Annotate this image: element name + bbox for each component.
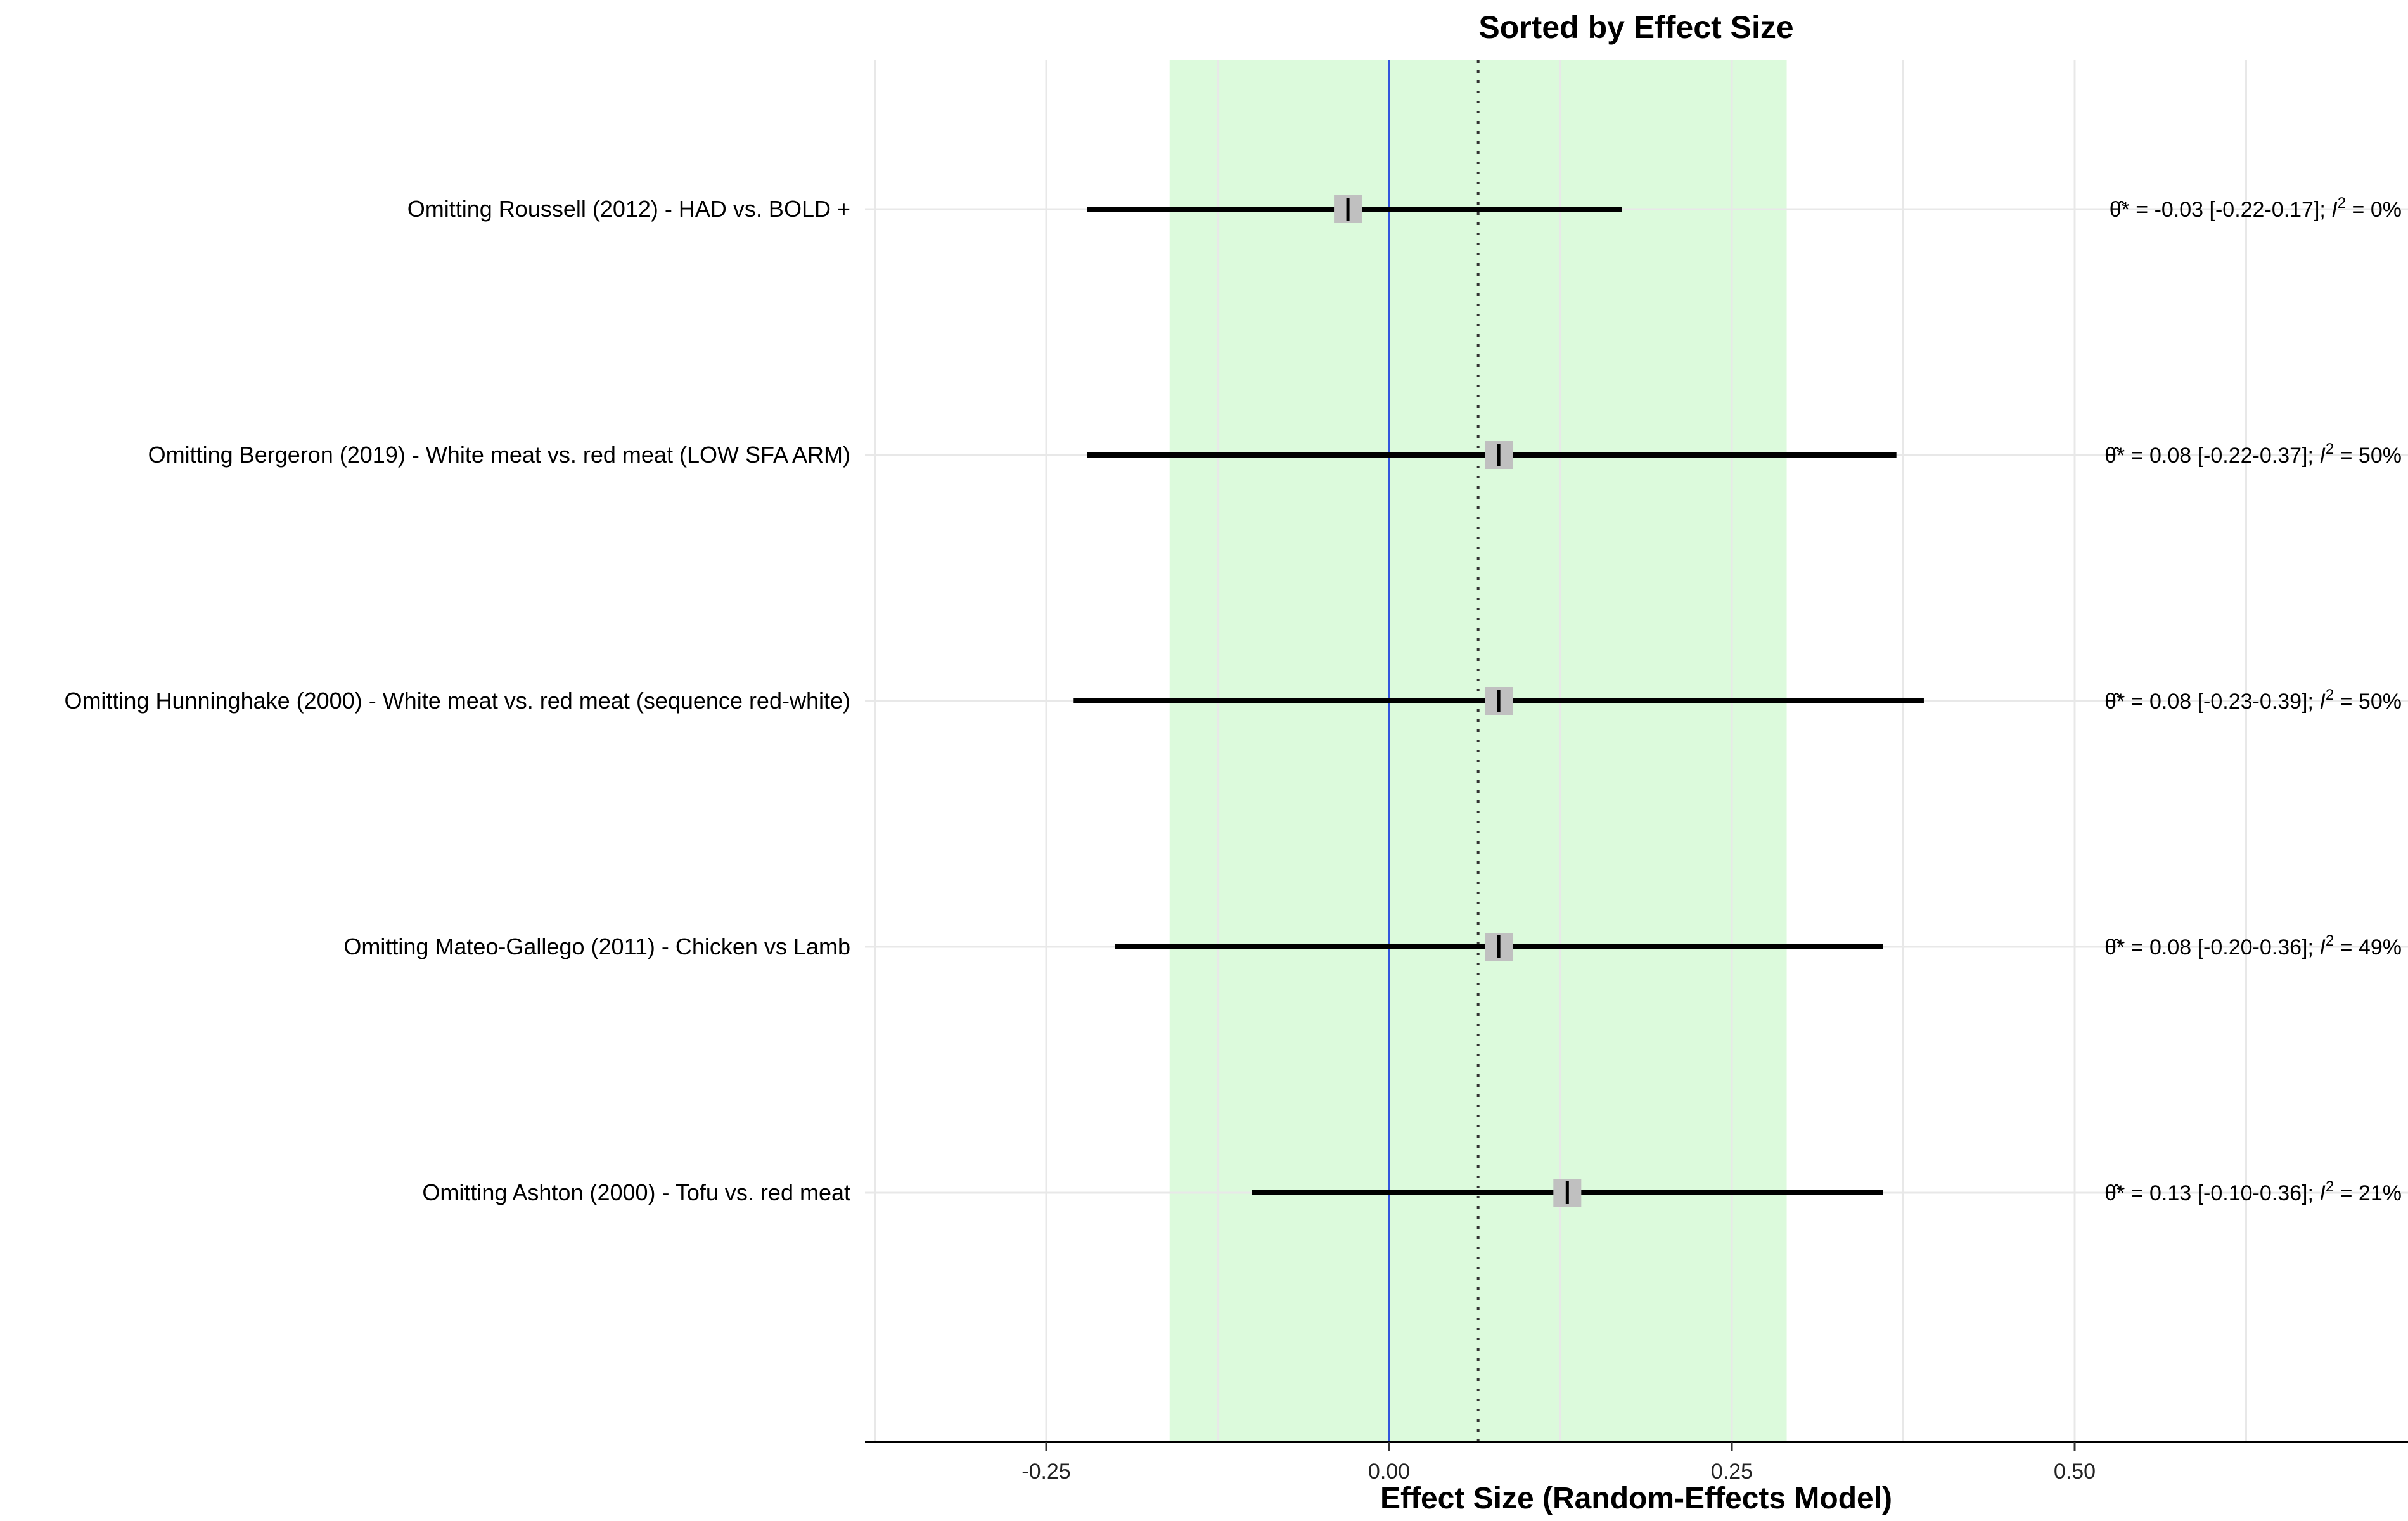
chart-title: Sorted by Effect Size xyxy=(1478,10,1793,45)
effect-annotation: θ̂* = 0.08 [-0.20-0.36]; I2 = 49% xyxy=(2104,932,2402,959)
reference-lines-layer xyxy=(1388,60,1480,1442)
effect-annotation: θ̂* = 0.08 [-0.23-0.39]; I2 = 50% xyxy=(2104,686,2402,714)
effect-annotation: θ̂* = 0.13 [-0.10-0.36]; I2 = 21% xyxy=(2104,1178,2402,1205)
x-tick-label: 0.00 xyxy=(1368,1460,1410,1484)
x-tick-label: -0.25 xyxy=(1021,1460,1071,1484)
study-label: Omitting Hunninghake (2000) - White meat… xyxy=(64,688,850,714)
effect-annotation: θ̂* = -0.03 [-0.22-0.17]; I2 = 0% xyxy=(2110,195,2402,222)
study-label: Omitting Roussell (2012) - HAD vs. BOLD … xyxy=(407,196,850,222)
x-tick-label: 0.50 xyxy=(2054,1460,2096,1484)
data-layer xyxy=(1073,195,1924,1207)
annotations-layer: θ̂* = -0.03 [-0.22-0.17]; I2 = 0% θ̂* = 0… xyxy=(2104,195,2402,1205)
study-label: Omitting Mateo-Gallego (2011) - Chicken … xyxy=(343,934,850,959)
x-axis-title: Effect Size (Random-Effects Model) xyxy=(1380,1482,1892,1515)
x-tick-label: 0.25 xyxy=(1711,1460,1753,1484)
study-label: Omitting Ashton (2000) - Tofu vs. red me… xyxy=(422,1179,850,1205)
x-axis: -0.25 0.00 0.25 0.50 xyxy=(865,1441,2408,1484)
study-labels-layer: Omitting Roussell (2012) - HAD vs. BOLD … xyxy=(64,196,850,1205)
effect-annotation: θ̂* = 0.08 [-0.22-0.37]; I2 = 50% xyxy=(2104,440,2402,468)
study-label: Omitting Bergeron (2019) - White meat vs… xyxy=(148,442,850,468)
